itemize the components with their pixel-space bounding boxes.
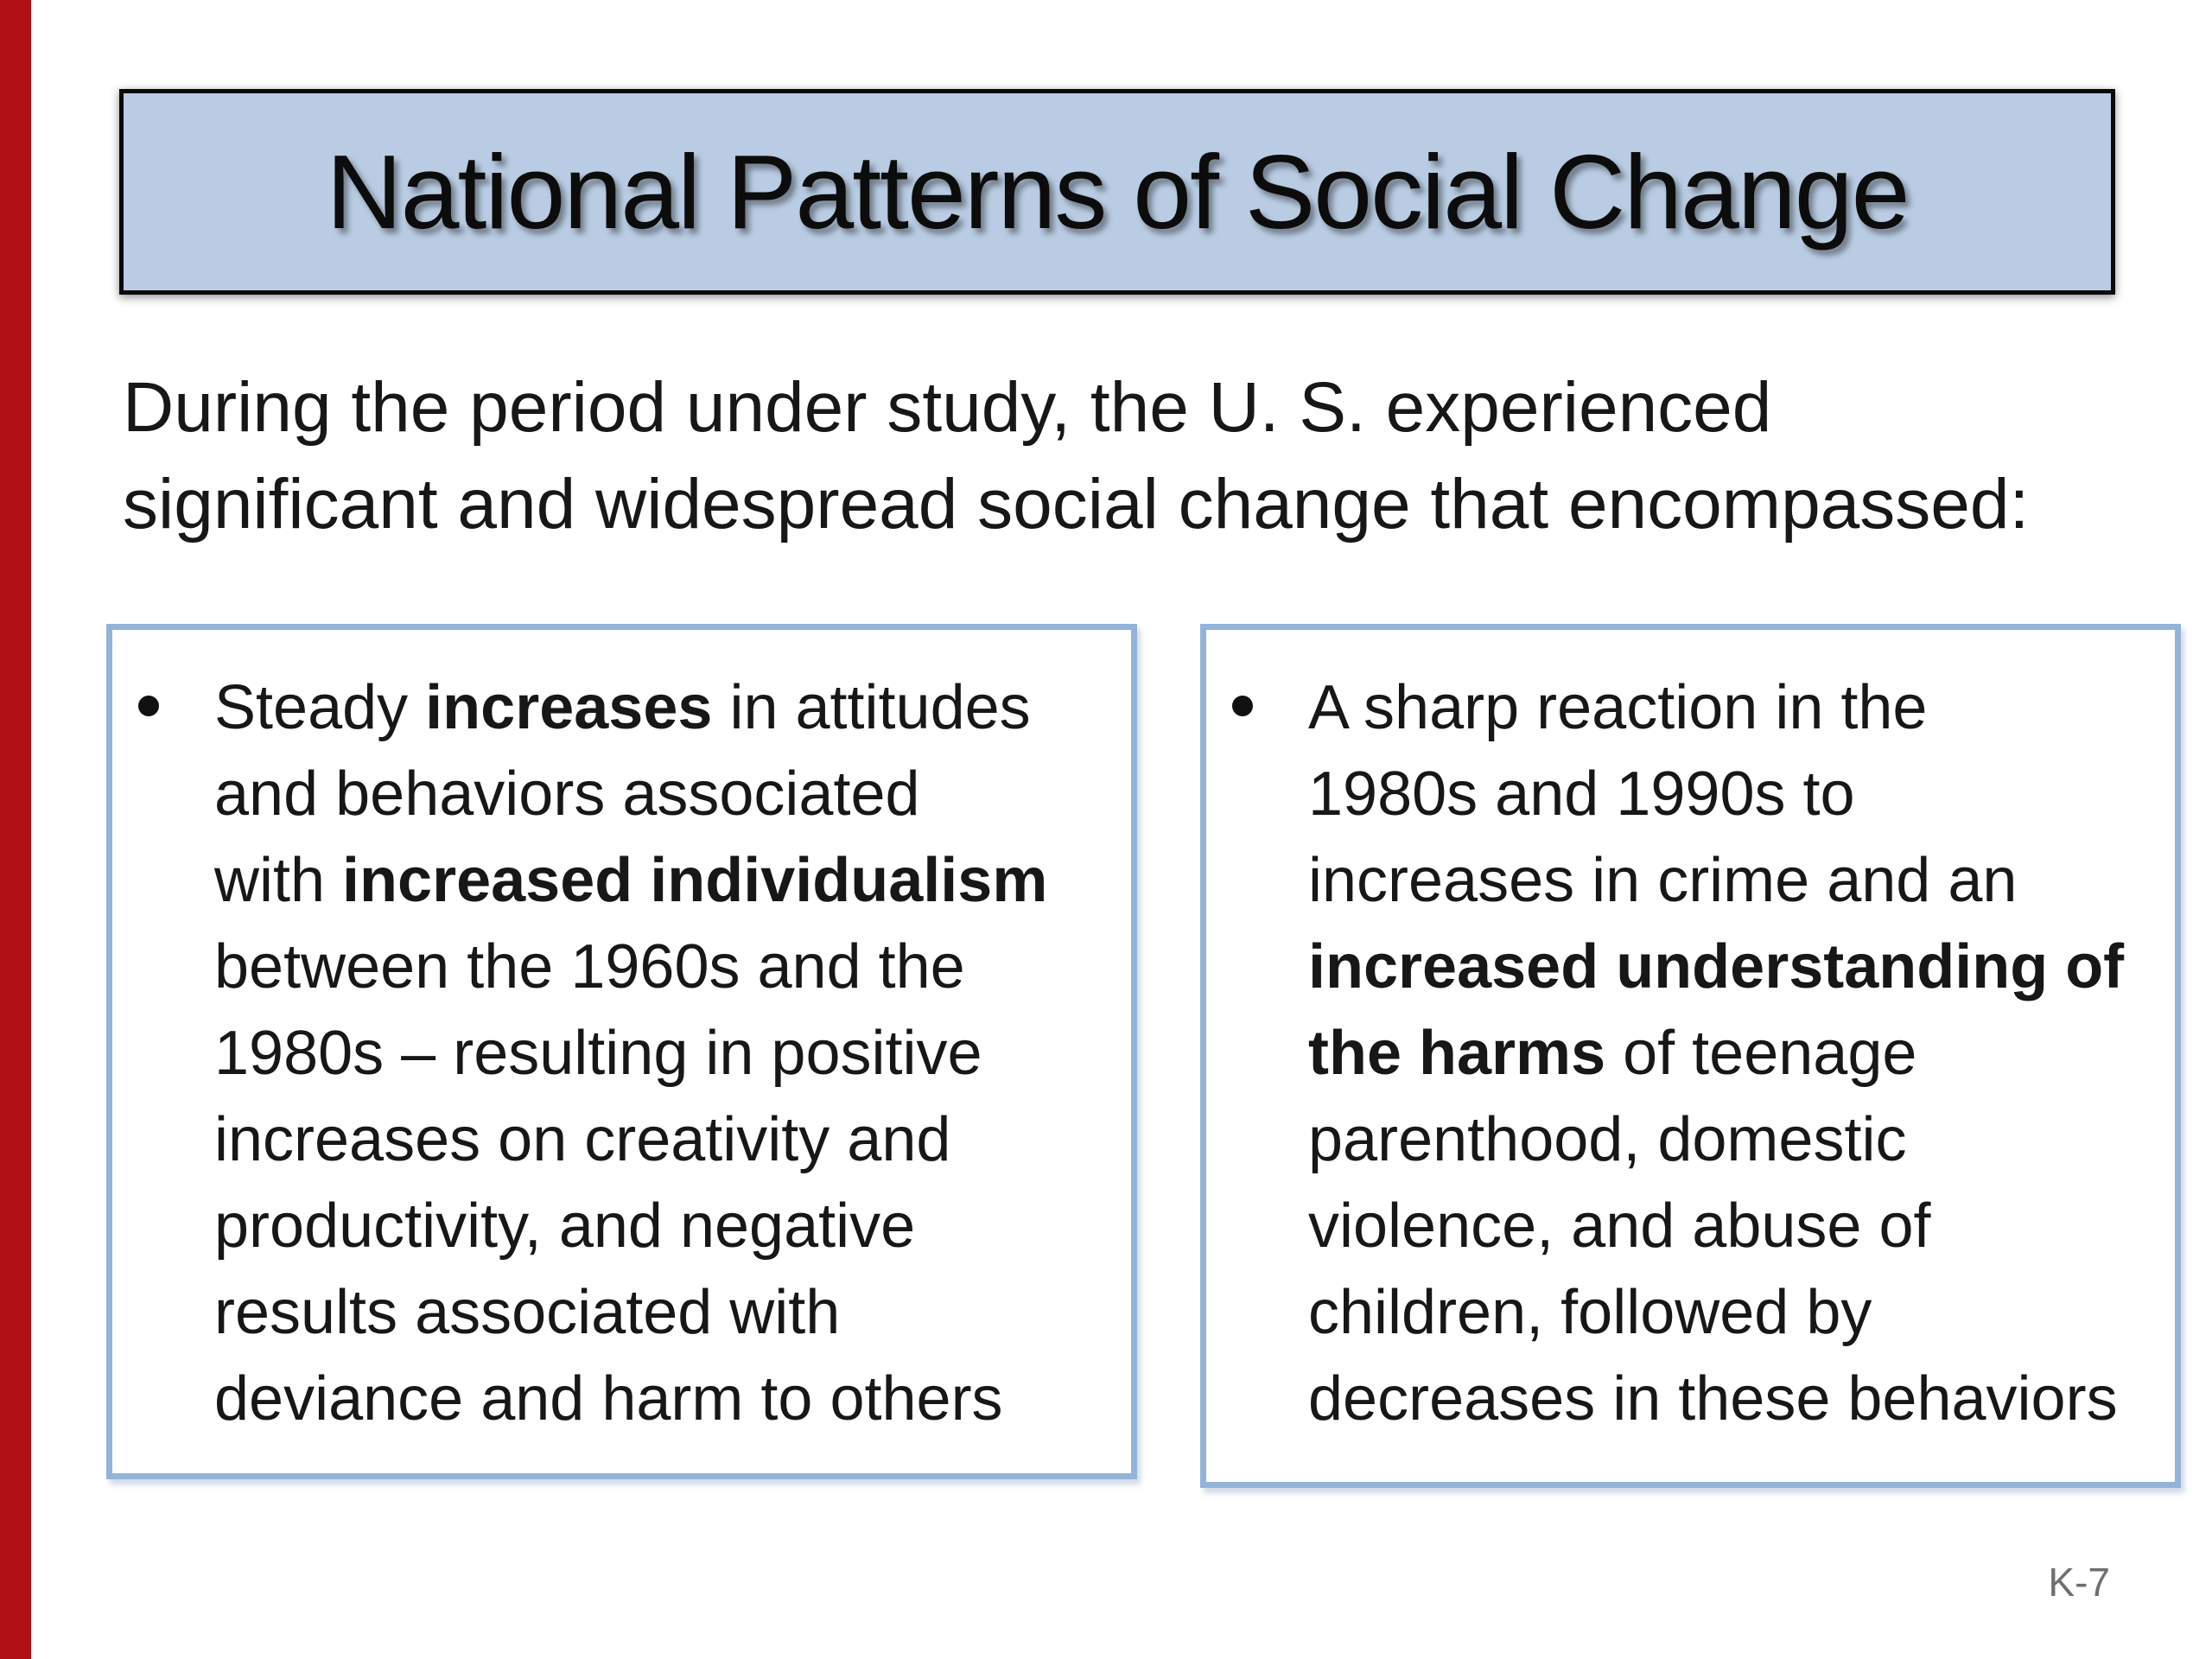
text-line: decreases in these behaviors <box>1308 1364 2118 1433</box>
text-line: A sharp reaction in the <box>1308 673 1928 742</box>
text-line: increases on creativity and <box>214 1105 951 1174</box>
text-line: with increased individualism <box>214 846 1048 915</box>
text-line: productivity, and negative <box>214 1192 916 1261</box>
text-line: violence, and abuse of <box>1308 1192 1931 1261</box>
text-line: significant and widespread social change… <box>123 465 2030 543</box>
text-line: between the 1960s and the <box>214 932 965 1001</box>
right-bullet-text: A sharp reaction in the 1980s and 1990s t… <box>1308 664 2124 1442</box>
bullet-dot-icon <box>1232 696 1253 716</box>
slide-title: National Patterns of Social Change <box>326 133 1910 251</box>
text-line: increases in crime and an <box>1308 846 2018 915</box>
text-line: 1980s and 1990s to <box>1308 760 1855 829</box>
left-bullet-box: Steady increases in attitudes and behavio… <box>106 624 1137 1479</box>
text-line: deviance and harm to others <box>214 1364 1003 1433</box>
text-line: the harms of teenage <box>1308 1019 1917 1088</box>
text-line: results associated with <box>214 1278 841 1347</box>
text-line: and behaviors associated <box>214 760 920 829</box>
intro-paragraph: During the period under study, the U. S.… <box>123 359 2145 553</box>
bullet-dot-icon <box>138 696 159 716</box>
text-line: During the period under study, the U. S.… <box>123 368 1772 447</box>
page-number-label: K-7 <box>2048 1560 2110 1605</box>
text-line: increased understanding of <box>1308 932 2125 1001</box>
right-bullet-box: A sharp reaction in the 1980s and 1990s t… <box>1200 624 2181 1488</box>
text-line: parenthood, domestic <box>1308 1105 1907 1174</box>
text-line: children, followed by <box>1308 1278 1872 1347</box>
left-bullet-text: Steady increases in attitudes and behavio… <box>214 664 1047 1442</box>
left-edge-red-bar <box>0 0 31 1659</box>
text-line: Steady increases in attitudes <box>214 673 1031 742</box>
text-line: 1980s – resulting in positive <box>214 1019 982 1088</box>
slide-title-box: National Patterns of Social Change <box>119 89 2115 295</box>
